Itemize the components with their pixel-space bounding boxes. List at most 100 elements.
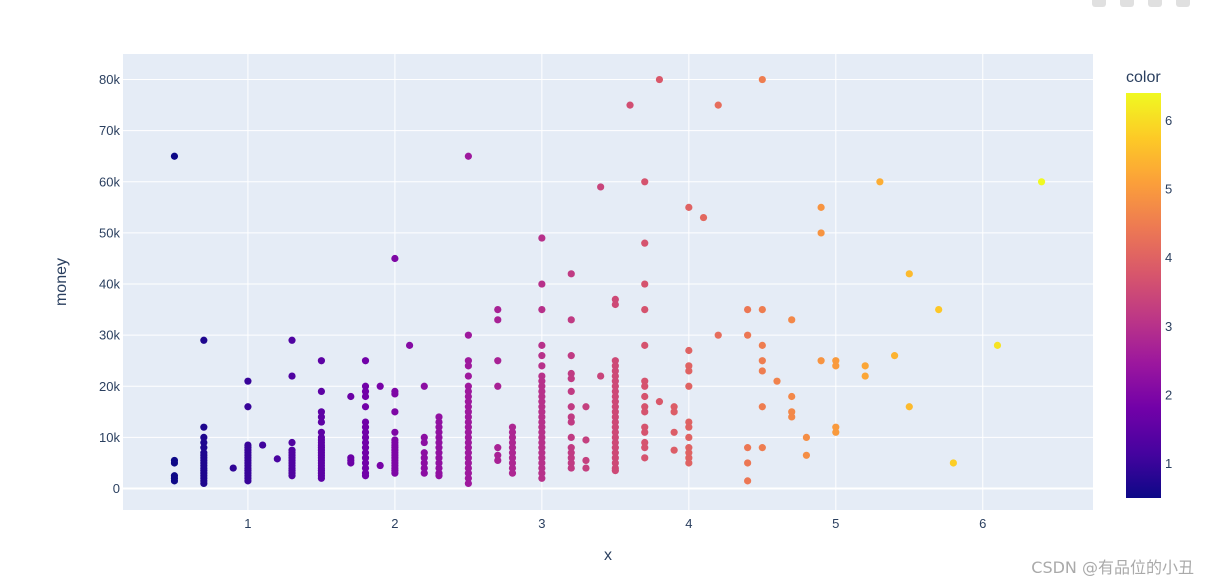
data-point <box>464 438 472 447</box>
data-point <box>641 428 649 436</box>
data-point <box>361 403 370 411</box>
data-point <box>435 459 443 467</box>
data-point <box>538 306 546 314</box>
data-point <box>641 178 649 186</box>
data-point <box>935 306 943 314</box>
data-point <box>464 362 472 370</box>
data-point <box>494 316 502 324</box>
data-point <box>361 454 370 462</box>
data-point <box>611 387 619 395</box>
data-point <box>494 306 502 314</box>
data-point <box>508 433 517 442</box>
data-point <box>464 413 472 421</box>
data-point <box>420 464 428 472</box>
data-point <box>200 438 208 447</box>
data-point <box>538 392 546 401</box>
data-point <box>361 382 370 390</box>
data-point <box>435 418 443 426</box>
data-point <box>744 444 752 452</box>
data-point <box>288 472 296 480</box>
data-point <box>861 372 869 380</box>
data-point <box>244 477 252 485</box>
y-axis-title: money <box>53 258 70 306</box>
data-point <box>361 459 370 467</box>
data-point <box>611 295 619 303</box>
modebar[interactable] <box>1092 0 1190 8</box>
data-point <box>685 418 693 426</box>
data-point <box>832 357 840 365</box>
data-point <box>567 369 575 378</box>
data-point <box>567 387 575 395</box>
data-point <box>611 398 619 406</box>
data-point <box>567 449 575 457</box>
data-point <box>508 459 517 467</box>
x-tick-label: 2 <box>391 516 398 531</box>
data-point <box>464 408 472 416</box>
data-point <box>538 444 546 452</box>
data-point <box>567 352 575 360</box>
data-point <box>317 413 326 421</box>
data-point <box>508 428 517 436</box>
data-point <box>567 413 575 421</box>
data-point <box>288 336 296 344</box>
y-tick-label: 60k <box>99 174 120 189</box>
data-point <box>538 454 546 462</box>
data-point <box>464 474 472 482</box>
data-point <box>567 433 575 442</box>
colorbar-tick-label: 3 <box>1165 319 1172 334</box>
data-point <box>538 280 546 288</box>
data-point <box>685 382 693 390</box>
data-point <box>758 357 766 365</box>
data-point <box>567 316 575 324</box>
data-point <box>494 357 502 365</box>
data-points <box>170 75 1046 488</box>
data-point <box>905 403 913 411</box>
data-point <box>876 178 884 186</box>
data-point <box>641 239 649 247</box>
camera-icon[interactable] <box>1092 0 1106 7</box>
data-point <box>361 464 370 472</box>
data-point <box>567 464 575 472</box>
data-point <box>347 392 355 401</box>
data-point <box>508 469 517 477</box>
data-point <box>611 423 619 431</box>
data-point <box>611 433 619 442</box>
data-point <box>464 459 472 467</box>
data-point <box>611 367 619 375</box>
data-point <box>817 229 825 237</box>
data-point <box>611 362 619 370</box>
data-point <box>200 336 208 344</box>
data-point <box>494 451 502 459</box>
data-point <box>464 449 472 457</box>
data-point <box>788 392 796 401</box>
home-icon[interactable] <box>1176 0 1190 7</box>
data-point <box>170 459 179 467</box>
y-tick-label: 10k <box>99 430 120 445</box>
data-point <box>405 341 414 349</box>
data-point <box>435 464 443 472</box>
data-point <box>582 403 590 411</box>
y-tick-label: 80k <box>99 72 120 87</box>
data-point <box>538 423 546 431</box>
colorbar-tick-label: 1 <box>1165 456 1172 471</box>
data-point <box>758 75 766 84</box>
data-point <box>435 444 443 452</box>
zoom-icon[interactable] <box>1120 0 1134 7</box>
data-point <box>670 403 678 411</box>
data-point <box>244 377 252 385</box>
data-point <box>317 428 326 436</box>
data-point <box>670 446 678 454</box>
data-point <box>391 390 399 398</box>
data-point <box>714 101 722 109</box>
pan-icon[interactable] <box>1148 0 1162 7</box>
colorbar-tick-label: 4 <box>1165 250 1172 265</box>
data-point <box>714 331 722 339</box>
grid-lines <box>123 54 1093 510</box>
y-tick-label: 30k <box>99 328 120 343</box>
data-point <box>391 254 399 263</box>
x-axis-ticks: 1 2 3 4 5 6 <box>244 516 986 531</box>
data-point <box>641 392 649 401</box>
data-point <box>361 438 370 447</box>
data-point <box>802 451 811 459</box>
data-point <box>773 377 781 385</box>
